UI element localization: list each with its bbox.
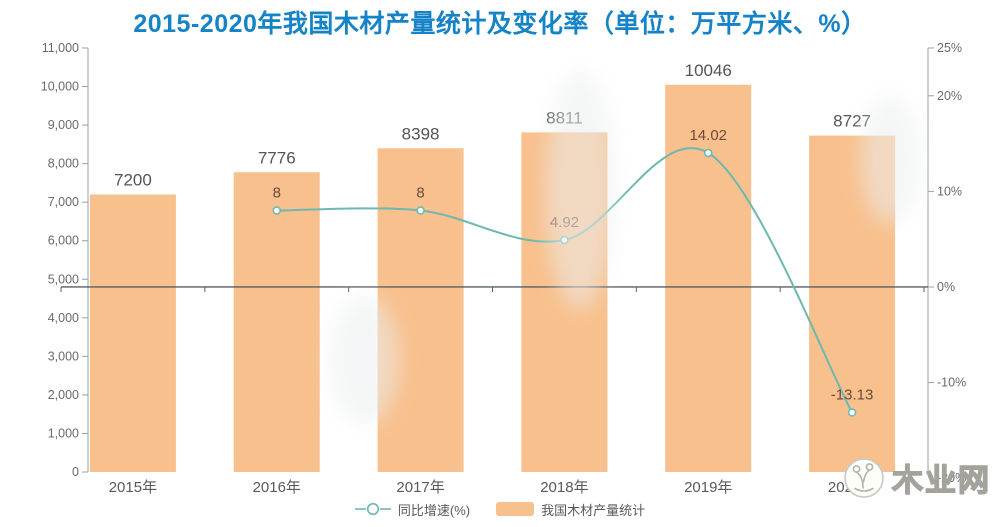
background-artifact [545,70,615,310]
x-axis-label-2016年: 2016年 [253,479,301,496]
chart-title: 2015-2020年我国木材产量统计及变化率（单位：万平方米、%） [133,10,867,38]
line-legend-marker [354,502,391,516]
left-axis-label: 10,000 [41,80,79,94]
chart-legend: 同比增速(%) 我国木材产量统计 [0,497,1000,521]
legend-item-growth-line[interactable]: 同比增速(%) [354,500,471,519]
right-axis-label: 0% [937,280,955,294]
bar-value-label: 8398 [402,124,440,143]
left-axis-label: 2,000 [48,388,79,402]
bar-value-label: 10046 [685,61,732,80]
muyewang-logo: 木业网 [842,455,991,500]
line-value-label: -13.13 [831,386,874,403]
left-axis-label: 8,000 [48,157,79,171]
left-axis-label: 3,000 [48,349,79,363]
tree-logo-icon [844,457,884,498]
legend-label-production: 我国木材产量统计 [541,502,646,518]
background-artifact [330,295,400,425]
right-axis-label: 20% [937,89,962,103]
bar-value-label: 7200 [114,170,152,189]
x-axis-label-2019年: 2019年 [684,479,732,496]
line-value-label: 8 [273,185,281,202]
bar-legend-swatch [496,502,535,516]
bar-value-label: 7776 [258,148,296,167]
watermark-text: 木业网 [891,462,991,498]
x-axis-label-2015年: 2015年 [109,479,157,496]
left-axis-label: 9,000 [48,118,79,132]
line-point-2020年[interactable] [847,408,857,417]
left-axis-label: 0 [72,465,79,479]
left-axis-label: 4,000 [48,311,79,325]
x-axis-label-2018年: 2018年 [540,479,588,496]
line-point-2016年[interactable] [272,206,281,215]
left-axis-label: 1,000 [48,426,79,440]
bar-value-label: 8727 [833,112,871,131]
left-axis-label: 11,000 [42,41,79,55]
right-axis-label: 25% [937,41,962,55]
bar-2015年[interactable] [89,194,176,473]
line-value-label: 14.02 [689,127,727,144]
bar-2016年[interactable] [233,172,320,472]
line-point-2019年[interactable] [704,148,713,158]
legend-label-growth: 同比增速(%) [397,502,471,518]
line-point-2017年[interactable] [416,206,425,215]
legend-item-production-bar[interactable]: 我国木材产量统计 [496,500,645,519]
x-axis-label-2017年: 2017年 [396,479,444,496]
background-artifact [860,95,920,225]
line-value-label: 8 [416,185,424,202]
right-axis-label: 10% [937,184,962,198]
right-axis-label: -20% [937,471,966,485]
left-axis-label: 7,000 [48,195,79,209]
right-axis-label: -10% [937,376,966,390]
left-axis-label: 5,000 [48,272,79,286]
left-axis-label: 6,000 [48,234,79,248]
bar-2017年[interactable] [377,148,464,472]
